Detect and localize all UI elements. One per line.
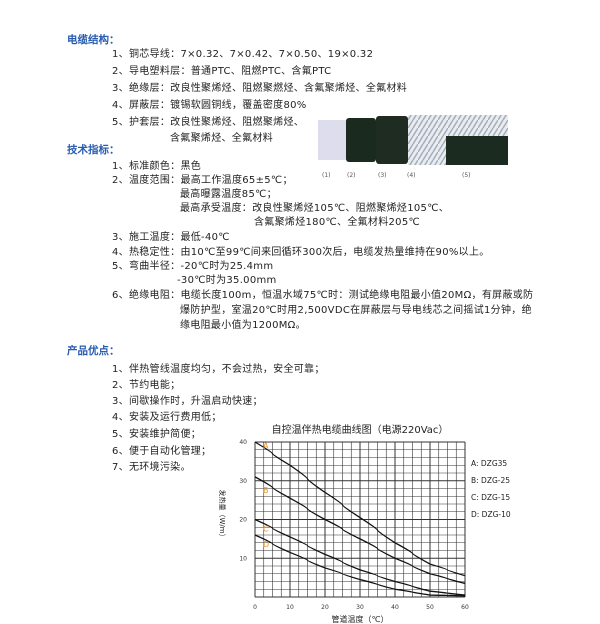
y-tick-label: 10 [239, 555, 247, 562]
structure-item: 3、绝缘层：改良性聚烯烃、阻燃聚燃烃、含氟聚烯烃、全氟材料 [112, 83, 408, 94]
curve-B [254, 476, 466, 585]
x-axis-label: 管道温度（℃） [332, 614, 389, 624]
curve-D [254, 534, 466, 597]
curve-label-B: B [263, 486, 269, 495]
x-tick-label: 20 [321, 604, 329, 611]
advantage-item: 7、无环境污染。 [112, 462, 191, 473]
cable-label: (2) [347, 172, 356, 179]
cable-label: (3) [378, 172, 387, 179]
spec-line: 6、绝缘电阻：电缆长度100m，恒温水域75℃时：测试绝缘电阻最小值20MΩ，有… [112, 290, 534, 301]
cable-structure-image [318, 115, 508, 165]
cable-label: (4) [407, 172, 416, 179]
spec-line: 3、施工温度：最低-40℃ [112, 232, 230, 243]
y-tick-label: 30 [239, 478, 247, 485]
cable-label: (1) [322, 172, 331, 179]
cable-label: (5) [462, 172, 471, 179]
advantage-item: 4、安装及运行费用低； [112, 412, 222, 423]
x-tick-label: 50 [426, 604, 434, 611]
structure-item: 2、导电塑料层：普通PTC、阻燃PTC、含氟PTC [112, 66, 332, 77]
structure-item: 1、铜芯导线：7×0.32、7×0.42、7×0.50、19×0.32 [112, 49, 374, 60]
heat-output-chart: 自控温伴热电缆曲线图（电源220Vac） 0 10 20 30 40 50 60 10 20 30 4… [218, 423, 511, 624]
chart-title: 自控温伴热电缆曲线图（电源220Vac） [272, 423, 449, 436]
structure-item: 4、屏蔽层：镀锡软圆铜线，覆盖密度80% [112, 100, 307, 111]
spec-line: 含氟聚烯烃180℃、全氟材料205℃ [254, 217, 421, 228]
legend-entry: B: DZG-25 [471, 476, 510, 485]
y-tick-label: 40 [239, 439, 247, 446]
spec-line: 爆防护型，室温20℃时用2,500VDC在屏蔽层与导电线芯之间摇试1分钟，绝 [180, 305, 532, 316]
structure-item: 含氟聚烯烃、全氟材料 [170, 133, 273, 144]
spec-line: 4、热稳定性：由10℃至99℃间来回循环300次后，电缆发热量维持在90%以上。 [112, 247, 490, 258]
advantage-item: 3、间歇操作时，升温启动快速； [112, 396, 263, 407]
curve-label-D: D [263, 540, 269, 549]
legend-entry: A: DZG35 [471, 459, 507, 468]
spec-line: -30℃时为35.00mm [177, 275, 277, 286]
curve-A [254, 441, 466, 577]
x-tick-label: 60 [461, 604, 469, 611]
advantage-item: 5、安装维护简便； [112, 429, 202, 440]
y-tick-label: 20 [239, 517, 247, 524]
curve-label-C: C [263, 525, 269, 534]
spec-line: 缘电阻最小值为1200MΩ。 [180, 320, 306, 331]
advantage-item: 2、节约电能； [112, 380, 181, 391]
structure-item: 5、护套层：改良性聚烯烃、阻燃聚烯烃、 [112, 117, 305, 128]
spec-line: 2、温度范围：最高工作温度65±5℃； [112, 175, 293, 186]
advantage-item: 1、伴热管线温度均匀，不会过热，安全可靠； [112, 364, 325, 375]
spec-line: 1、标准颜色：黑色 [112, 161, 202, 172]
x-tick-label: 10 [286, 604, 294, 611]
x-tick-label: 30 [356, 604, 364, 611]
y-axis-label: 发热量（W/m） [218, 490, 227, 541]
legend-entry: C: DZG-15 [471, 493, 510, 502]
curve-C [254, 518, 466, 596]
legend-entry: D: DZG-10 [471, 510, 511, 519]
advantages-heading: 产品优点： [67, 345, 120, 357]
x-tick-label: 0 [253, 604, 257, 611]
spec-line: 5、弯曲半径：-20℃时为25.4mm [112, 261, 274, 272]
curve-label-A: A [263, 441, 269, 450]
spec-line: 最高曝露温度85℃； [180, 189, 277, 200]
advantage-item: 6、便于自动化管理； [112, 446, 212, 457]
structure-heading: 电缆结构： [67, 34, 120, 46]
x-tick-label: 40 [391, 604, 399, 611]
specs-heading: 技术指标： [67, 144, 120, 156]
conductor-wires [318, 120, 348, 160]
spec-line: 最高承受温度：改良性聚烯烃105℃、阻燃聚烯烃105℃、 [180, 203, 450, 214]
